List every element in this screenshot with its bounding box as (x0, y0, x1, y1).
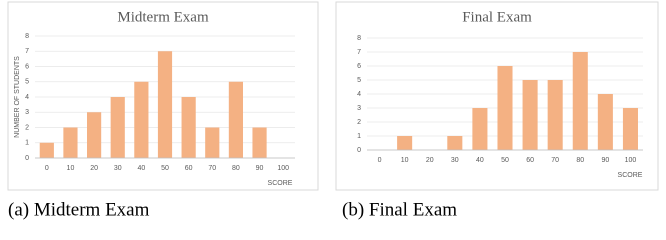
bar (87, 112, 102, 158)
y-tick-label: 2 (357, 119, 361, 126)
y-tick-label: 8 (357, 35, 361, 42)
x-tick-label: 60 (526, 157, 534, 164)
bar (472, 108, 488, 150)
chart-title: Final Exam (462, 9, 532, 25)
x-tick-label: 20 (90, 165, 98, 172)
bar (205, 127, 220, 158)
y-tick-label: 0 (357, 147, 361, 154)
bar (63, 127, 78, 158)
bar (252, 127, 267, 158)
y-tick-label: 5 (357, 77, 361, 84)
y-tick-label: 7 (357, 49, 361, 56)
y-tick-label: 0 (25, 155, 29, 162)
y-tick-label: 4 (357, 91, 361, 98)
bar (447, 136, 463, 150)
y-tick-label: 2 (25, 124, 29, 131)
x-tick-label: 90 (256, 165, 264, 172)
bar (522, 80, 538, 150)
bar (622, 108, 638, 150)
y-tick-label: 6 (25, 63, 29, 70)
bar (497, 66, 513, 150)
bar (572, 52, 588, 150)
bar (181, 97, 196, 158)
bar (134, 81, 149, 158)
bar (597, 94, 613, 150)
x-tick-label: 100 (625, 157, 637, 164)
y-tick-label: 5 (25, 79, 29, 86)
y-tick-label: 6 (357, 63, 361, 70)
bar (228, 81, 243, 158)
y-tick-label: 8 (25, 33, 29, 40)
x-tick-label: 60 (185, 165, 193, 172)
chart-title: Midterm Exam (117, 9, 209, 25)
x-tick-label: 100 (277, 165, 289, 172)
y-tick-label: 3 (25, 109, 29, 116)
x-tick-label: 0 (45, 165, 49, 172)
bar (39, 142, 54, 158)
x-tick-label: 70 (208, 165, 216, 172)
y-tick-label: 1 (25, 140, 29, 147)
x-tick-label: 30 (114, 165, 122, 172)
y-tick-label: 4 (25, 94, 29, 101)
caption: (a) Midterm Exam (8, 199, 150, 220)
x-tick-label: 70 (551, 157, 559, 164)
y-tick-label: 7 (25, 48, 29, 55)
page: {"chart_data": [ {"type": "bar", "title"… (7, 1, 659, 221)
bar (547, 80, 563, 150)
x-tick-label: 80 (576, 157, 584, 164)
x-tick-label: 30 (451, 157, 459, 164)
y-tick-label: 1 (357, 133, 361, 140)
bar (110, 97, 125, 158)
bar (397, 136, 413, 150)
y-tick-label: 3 (357, 105, 361, 112)
figure: Midterm Exam NUMBER OF STUDENTS SCORE (a) M… (7, 1, 659, 220)
bar (157, 51, 173, 158)
x-tick-label: 90 (601, 157, 609, 164)
y-axis-label: NUMBER OF STUDENTS (14, 56, 21, 138)
x-tick-label: 40 (476, 157, 484, 164)
x-axis-label: SCORE (268, 180, 293, 187)
x-tick-label: 80 (232, 165, 240, 172)
x-tick-label: 0 (378, 157, 382, 164)
x-tick-label: 40 (137, 165, 145, 172)
x-tick-label: 50 (501, 157, 509, 164)
x-tick-label: 10 (401, 157, 409, 164)
x-tick-label: 20 (426, 157, 434, 164)
x-axis-label: SCORE (618, 172, 643, 179)
x-tick-label: 50 (161, 165, 169, 172)
caption: (b) Final Exam (342, 199, 457, 220)
x-tick-label: 10 (67, 165, 75, 172)
